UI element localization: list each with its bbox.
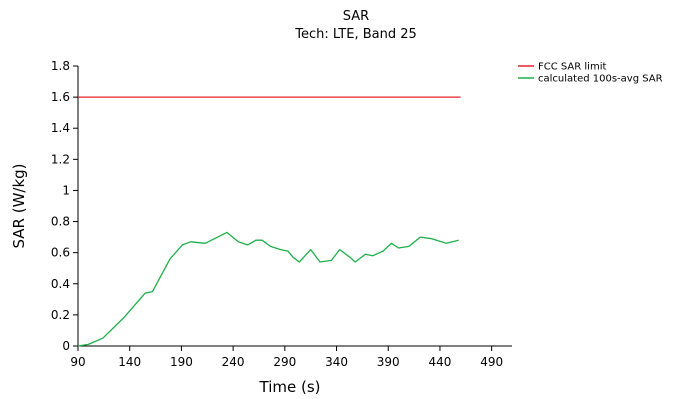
series-line-1 [77, 231, 459, 347]
x-tick-label: 440 [428, 355, 451, 369]
x-tick-label: 140 [118, 355, 141, 369]
x-tick-label: 290 [273, 355, 296, 369]
chart-subtitle: Tech: LTE, Band 25 [294, 27, 417, 42]
series-layer [77, 96, 461, 347]
chart-title: SAR [343, 9, 369, 24]
y-tick-label: 1.8 [51, 59, 70, 73]
x-axis-label: Time (s) [259, 378, 321, 396]
y-tick-label: 1.6 [51, 90, 70, 104]
y-tick-label: 0.6 [51, 246, 70, 260]
y-tick-label: 0.4 [51, 277, 70, 291]
x-ticks: 90 140 190 240 290 340 390 440 490 [70, 346, 503, 369]
legend-label: FCC SAR limit [538, 62, 606, 73]
axes [77, 66, 512, 347]
y-axis-label: SAR (W/kg) [10, 163, 28, 248]
x-tick-label: 90 [70, 355, 85, 369]
x-tick-label: 190 [170, 355, 193, 369]
x-tick-label: 390 [377, 355, 400, 369]
y-ticks: 0 0.2 0.4 0.6 0.8 1 1.2 1.4 1.6 1.8 [51, 59, 78, 353]
y-tick-label: 0.2 [51, 308, 70, 322]
x-tick-label: 240 [222, 355, 245, 369]
y-tick-label: 0.8 [51, 215, 70, 229]
x-tick-label: 490 [480, 355, 503, 369]
y-tick-label: 1 [62, 183, 70, 197]
y-tick-label: 0 [62, 339, 70, 353]
y-tick-label: 1.4 [51, 121, 70, 135]
y-tick-label: 1.2 [51, 152, 70, 166]
legend-label: calculated 100s-avg SAR [538, 74, 663, 85]
x-tick-label: 340 [325, 355, 348, 369]
